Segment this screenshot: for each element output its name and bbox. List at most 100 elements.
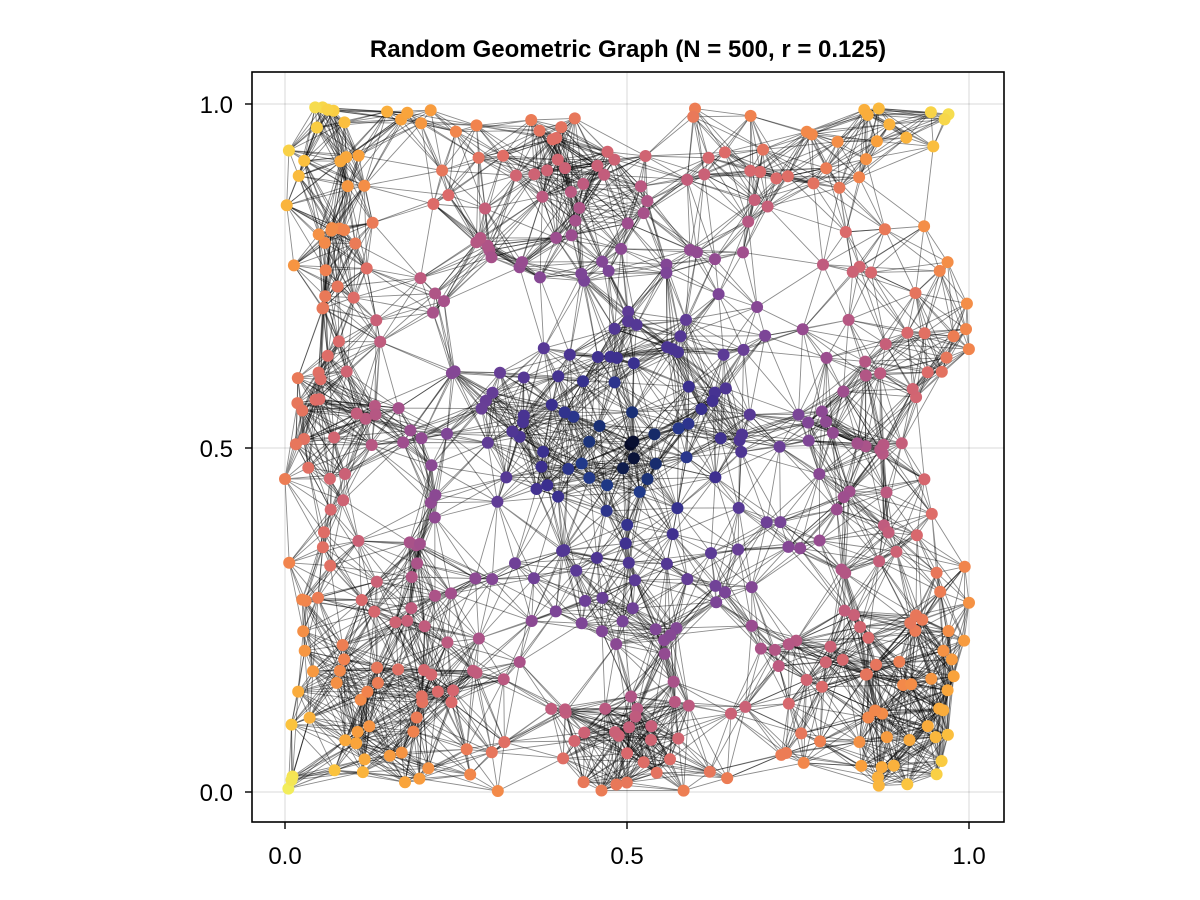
graph-node [929, 731, 942, 744]
graph-node [474, 232, 487, 244]
graph-node [859, 369, 872, 382]
graph-edges [826, 261, 970, 390]
graph-node [664, 629, 677, 642]
graph-node [940, 351, 953, 364]
graph-node [298, 644, 311, 657]
graph-edges [519, 207, 667, 359]
graph-node [637, 207, 650, 220]
graph-node [436, 164, 449, 177]
graph-node [533, 124, 546, 137]
x-tick-label: 0.0 [268, 843, 301, 870]
graph-node [360, 262, 373, 275]
graph-node [893, 655, 906, 668]
graph-node [601, 479, 614, 492]
graph-node [389, 616, 402, 629]
graph-edges [345, 691, 429, 779]
graph-node [601, 145, 614, 158]
graph-node [930, 566, 943, 579]
graph-node [820, 415, 832, 428]
graph-edges [581, 557, 688, 641]
graph-node [649, 623, 662, 636]
graph-edges [634, 507, 768, 630]
graph-edges [788, 686, 882, 768]
graph-node [565, 229, 578, 242]
graph-edges [295, 296, 373, 446]
graph-node [680, 451, 693, 464]
graph-edges [317, 546, 378, 668]
graph-node [627, 357, 640, 370]
graph-node [340, 365, 353, 378]
graph-node [506, 425, 519, 438]
graph-edges [407, 112, 543, 239]
graph-edges [788, 610, 948, 743]
graph-node [927, 140, 940, 153]
graph-node [428, 511, 441, 524]
graph-node [541, 479, 554, 492]
graph-edges [558, 328, 713, 492]
graph-node [909, 287, 922, 299]
graph-node [415, 432, 428, 445]
graph-node [596, 625, 608, 638]
nodes-layer [279, 101, 975, 797]
graph-node [530, 483, 543, 495]
graph-node [941, 256, 954, 269]
graph-node [369, 408, 382, 421]
graph-node [690, 246, 703, 259]
graph-node [469, 572, 482, 585]
graph-node [354, 693, 367, 706]
graph-edges [785, 686, 862, 767]
graph-edges [371, 400, 487, 496]
graph-edges [304, 107, 408, 223]
graph-node [303, 711, 316, 724]
graph-node [534, 271, 546, 284]
graph-edges [344, 109, 479, 205]
graph-edges [602, 579, 716, 636]
graph-node [509, 557, 521, 570]
graph-node [859, 668, 872, 681]
graph-edges [480, 165, 628, 278]
graph-edges [776, 108, 934, 233]
graph-node [525, 615, 538, 627]
graph-node [537, 445, 550, 458]
graph-node [626, 602, 639, 615]
plot-frame [251, 71, 1005, 823]
graph-node [710, 596, 723, 609]
graph-edges [295, 443, 373, 548]
graph-node [629, 710, 642, 723]
graph-node [427, 198, 440, 210]
graph-edges [364, 125, 504, 258]
graph-edges [542, 126, 688, 224]
graph-node [593, 420, 606, 432]
graph-node [800, 673, 813, 686]
graph-node [283, 556, 296, 569]
graph-edges [367, 626, 520, 779]
graph-node [486, 386, 499, 399]
graph-edges [302, 540, 452, 692]
graph-node [338, 116, 351, 129]
graph-node [332, 335, 345, 348]
graph-node [621, 217, 634, 230]
graph-edges [715, 585, 831, 704]
graph-node [795, 727, 808, 740]
graph-edges [849, 443, 966, 592]
graph-node [557, 752, 570, 765]
graph-edges [579, 151, 698, 262]
graph-node [880, 731, 893, 744]
graph-node [513, 656, 526, 668]
graph-node [862, 631, 875, 644]
graph-node [314, 373, 327, 386]
graph-node [737, 343, 750, 356]
y-tick-label: 0.0 [200, 780, 233, 807]
graph-node [668, 695, 681, 708]
graph-node [337, 494, 350, 507]
graph-node [371, 676, 384, 689]
graph-node [323, 472, 336, 485]
graph-edges [536, 425, 678, 581]
graph-node [558, 406, 571, 419]
graph-edges [614, 629, 690, 760]
graph-edges [569, 248, 687, 383]
graph-node [403, 536, 416, 549]
graph-node [494, 366, 506, 379]
graph-node [347, 291, 360, 304]
graph-edges [376, 543, 534, 673]
